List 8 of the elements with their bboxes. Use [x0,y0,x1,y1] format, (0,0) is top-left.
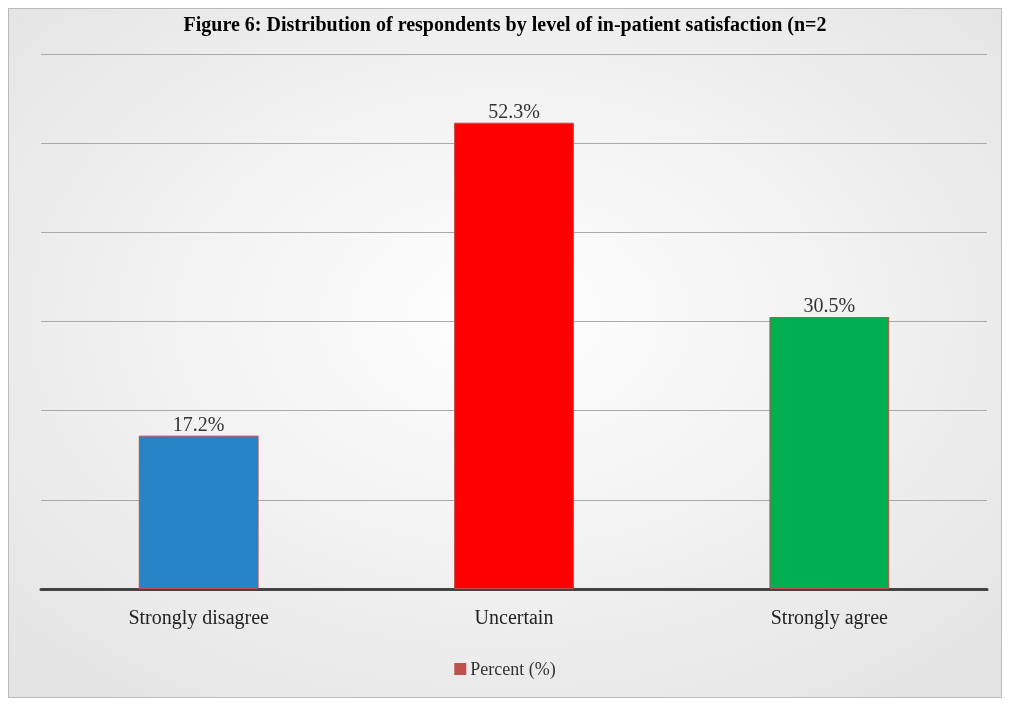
x-tick-label: Strongly disagree [128,606,270,629]
data-label: 30.5% [803,294,856,317]
legend-label: Percent (%) [470,659,556,680]
x-tick-label: Uncertain [474,606,554,628]
chart-title: Figure 6: Distribution of respondents by level of in-patient satisfaction (n=2 [183,13,827,36]
x-tick-label: Strongly agree [770,606,889,629]
data-label: 52.3% [488,99,540,122]
data-label: 17.2% [172,412,225,435]
